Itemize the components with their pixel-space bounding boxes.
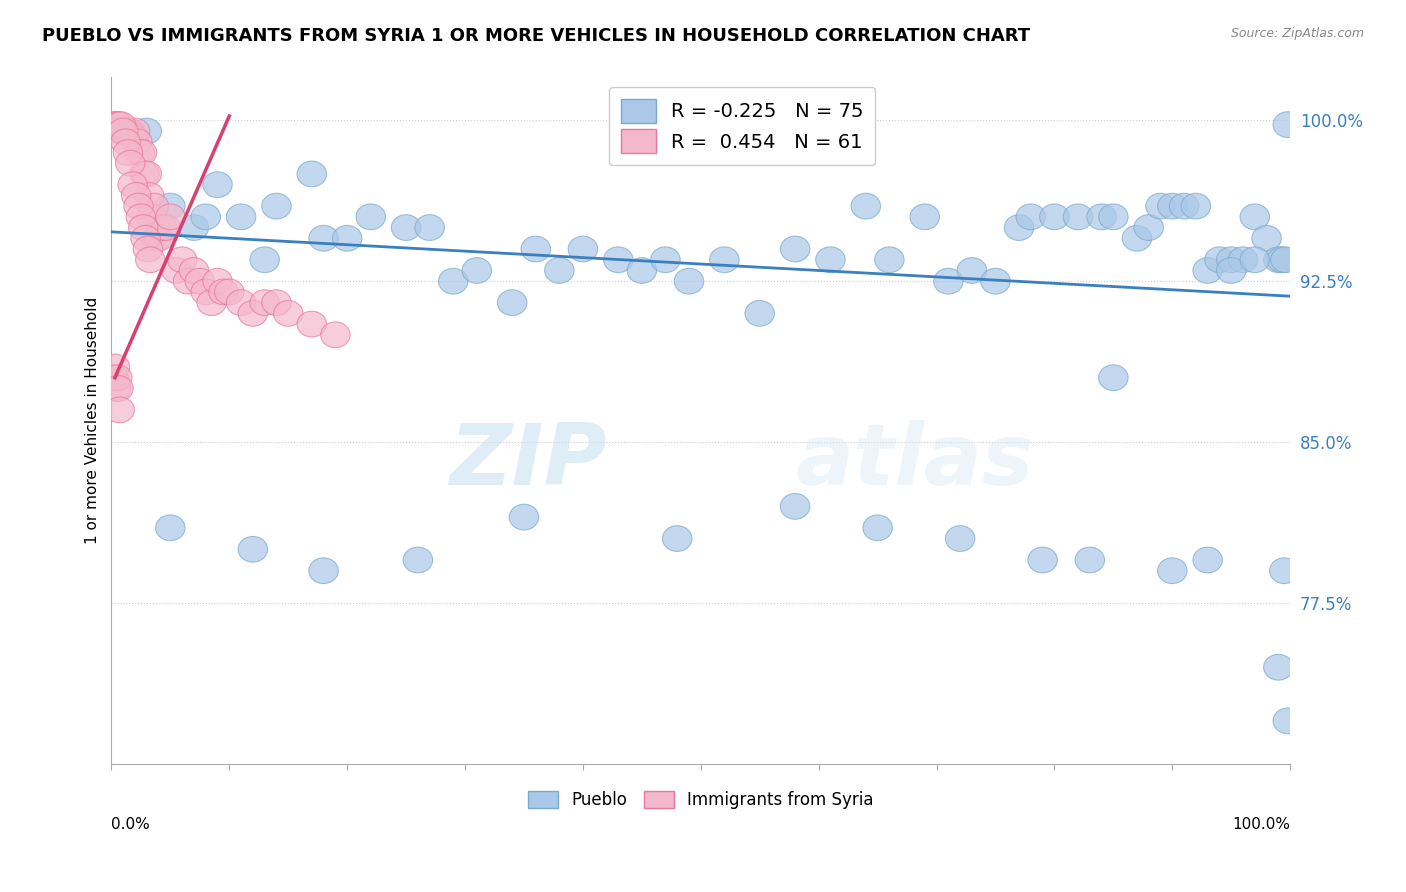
Y-axis label: 1 or more Vehicles in Household: 1 or more Vehicles in Household xyxy=(86,297,100,544)
Text: 100.0%: 100.0% xyxy=(1232,817,1291,832)
Legend: Pueblo, Immigrants from Syria: Pueblo, Immigrants from Syria xyxy=(520,782,882,817)
Text: atlas: atlas xyxy=(794,420,1033,503)
Text: PUEBLO VS IMMIGRANTS FROM SYRIA 1 OR MORE VEHICLES IN HOUSEHOLD CORRELATION CHAR: PUEBLO VS IMMIGRANTS FROM SYRIA 1 OR MOR… xyxy=(42,27,1031,45)
Text: ZIP: ZIP xyxy=(449,420,606,503)
Text: Source: ZipAtlas.com: Source: ZipAtlas.com xyxy=(1230,27,1364,40)
Text: 0.0%: 0.0% xyxy=(111,817,150,832)
